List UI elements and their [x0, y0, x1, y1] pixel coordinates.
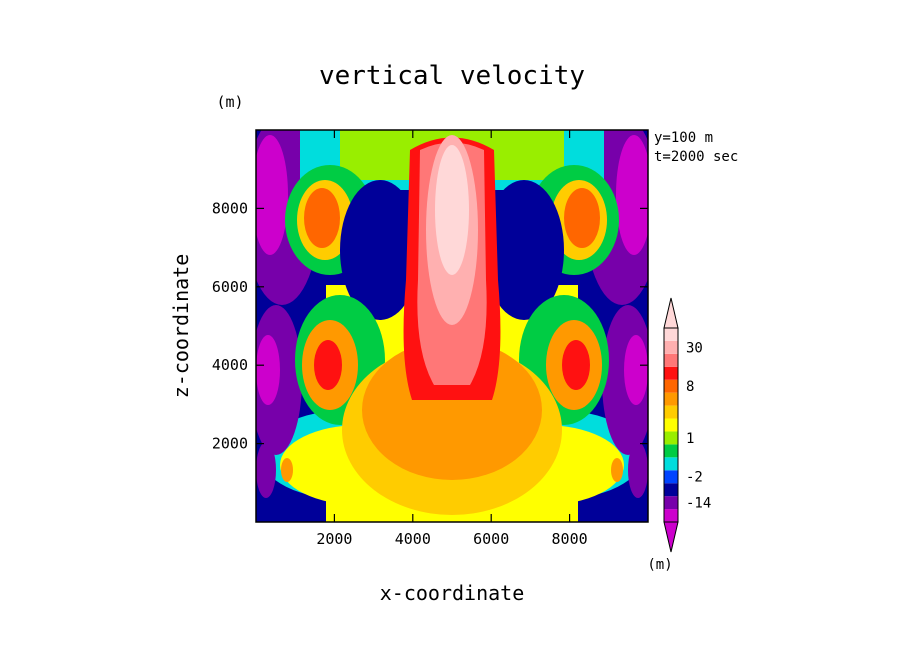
colorbar-swatch	[664, 509, 678, 522]
x-axis-label: x-coordinate	[380, 581, 525, 605]
contour-field	[256, 130, 648, 522]
colorbar-frame	[663, 327, 679, 523]
colorbar-swatch	[664, 496, 678, 510]
colorbar-unit-label: (m)	[647, 557, 672, 573]
colorbar-swatch	[664, 366, 678, 380]
y-tick-label: 2000	[212, 435, 248, 453]
colorbar-label: 8	[686, 379, 694, 395]
x-tick-label: 4000	[395, 530, 431, 548]
colorbar-swatch	[664, 444, 678, 458]
x-axis-ticks: 2000 4000 6000 8000	[316, 130, 588, 548]
colorbar-swatch	[664, 457, 678, 471]
colorbar-bottom-arrow	[663, 521, 679, 553]
colorbar-swatch	[664, 340, 678, 354]
colorbar-swatch	[664, 405, 678, 419]
colorbar-label: -14	[686, 496, 711, 512]
colorbar-swatch	[664, 483, 678, 497]
colorbar-swatch	[664, 392, 678, 406]
y-tick-label: 8000	[212, 199, 248, 217]
annotation-t: t=2000 sec	[654, 149, 738, 165]
colorbar-swatch	[664, 379, 678, 393]
y-tick-label: 4000	[212, 356, 248, 374]
colorbar-swatch	[664, 328, 678, 341]
x-tick-label: 2000	[316, 530, 352, 548]
colorbar-top-arrow	[663, 297, 679, 329]
colorbar-swatch	[664, 431, 678, 445]
annotation-y: y=100 m	[654, 130, 713, 146]
y-unit-label: (m)	[216, 93, 243, 111]
colorbar-swatch	[664, 470, 678, 484]
colorbar-label: 1	[686, 431, 694, 447]
colorbar: -14 -2 1 8 30	[663, 297, 711, 553]
plot-frame	[255, 129, 649, 523]
x-tick-label: 6000	[473, 530, 509, 548]
colorbar-swatch	[664, 418, 678, 432]
colorbar-label: 30	[686, 340, 703, 356]
y-axis-ticks: 2000 4000 6000 8000	[212, 199, 648, 453]
chart-title: vertical velocity	[319, 61, 585, 91]
colorbar-label: -2	[686, 470, 703, 486]
x-tick-label: 8000	[552, 530, 588, 548]
y-axis-label: z-coordinate	[169, 254, 193, 399]
colorbar-swatch	[664, 353, 678, 367]
y-tick-label: 6000	[212, 278, 248, 296]
